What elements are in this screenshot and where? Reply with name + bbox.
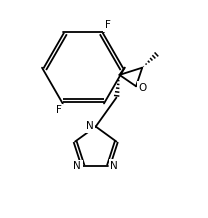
Text: O: O [138, 83, 146, 93]
Text: N: N [86, 121, 93, 131]
Text: F: F [56, 105, 62, 115]
Text: N: N [110, 161, 118, 171]
Text: F: F [105, 20, 111, 30]
Text: N: N [73, 161, 81, 171]
